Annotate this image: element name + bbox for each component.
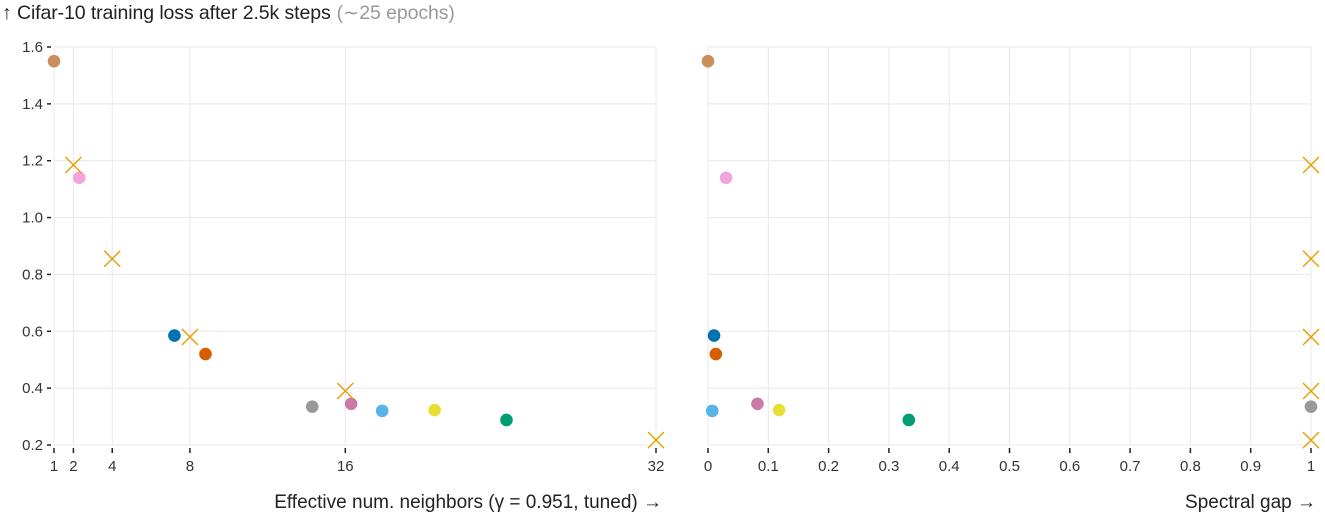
x-tick-label: 0.1 (758, 458, 779, 475)
y-tick-label: 0.4 (22, 380, 43, 397)
point-yellow (428, 403, 441, 417)
left-x-axis-label: Effective num. neighbors (γ = 0.951, tun… (274, 492, 662, 513)
point-purple (751, 397, 764, 411)
y-tick-label: 1.0 (22, 210, 43, 227)
x-tick-label: 0.8 (1180, 458, 1201, 475)
x-tick-label: 0.3 (878, 458, 899, 475)
chart-title: ↑ Cifar-10 training loss after 2.5k step… (2, 1, 455, 25)
point-skyblue (375, 404, 389, 418)
x-tick-label: 0.2 (818, 458, 839, 475)
x-tick-label: 32 (648, 458, 665, 475)
point-pink (72, 171, 86, 185)
cross-marker (64, 156, 82, 174)
x-tick-label: 1 (1307, 458, 1315, 475)
cross-marker (181, 328, 199, 346)
point-pink (719, 171, 733, 185)
point-gray (305, 400, 319, 413)
point-tan (701, 54, 715, 68)
point-purple (344, 397, 358, 411)
point-vermillion (709, 347, 723, 361)
chart-title-main: ↑ Cifar-10 training loss after 2.5k step… (2, 2, 331, 24)
point-gray (1304, 400, 1318, 413)
y-tick-label: 0.6 (22, 323, 43, 340)
point-vermillion (199, 347, 212, 361)
cross-marker (1302, 250, 1320, 268)
cross-marker (1302, 156, 1320, 174)
x-tick-label: 0.9 (1240, 458, 1261, 475)
point-yellow (772, 403, 786, 417)
right-x-axis-label: Spectral gap → (1185, 492, 1316, 513)
x-tick-label: 0.7 (1120, 458, 1141, 475)
y-tick-label: 0.8 (22, 266, 43, 283)
cross-marker (336, 382, 354, 400)
cross-marker (1302, 328, 1320, 346)
x-tick-label: 1 (50, 458, 58, 475)
cross-marker (103, 250, 121, 268)
cross-marker (1302, 382, 1320, 400)
x-tick-label: 4 (108, 458, 116, 475)
x-tick-label: 0 (704, 458, 712, 475)
point-blue (707, 329, 721, 342)
x-tick-label: 0.4 (939, 458, 960, 475)
cross-marker (647, 431, 665, 449)
x-tick-label: 2 (69, 458, 77, 475)
cross-marker (1302, 431, 1320, 449)
point-green (500, 413, 513, 427)
y-tick-label: 0.2 (22, 437, 43, 454)
point-tan (47, 54, 61, 68)
chart-title-sub: (∼25 epochs) (336, 2, 455, 24)
x-tick-label: 16 (337, 458, 354, 475)
left-plot: 0.2 0.4 0.6 0.8 1.0 1.2 1.4 1.6 1 2 4 8 16 32 (22, 39, 665, 475)
y-tick-label: 1.2 (22, 153, 43, 170)
y-tick-label: 1.6 (22, 39, 43, 56)
x-tick-label: 0.5 (999, 458, 1020, 475)
right-plot: 0 0.1 0.2 0.3 0.4 0.5 0.6 0.7 0.8 0.9 1 (701, 46, 1320, 475)
point-skyblue (705, 404, 719, 418)
x-tick-label: 0.6 (1059, 458, 1080, 475)
y-tick-label: 1.4 (22, 96, 43, 113)
point-blue (168, 329, 181, 342)
x-tick-label: 8 (186, 458, 194, 475)
point-green (902, 413, 916, 427)
